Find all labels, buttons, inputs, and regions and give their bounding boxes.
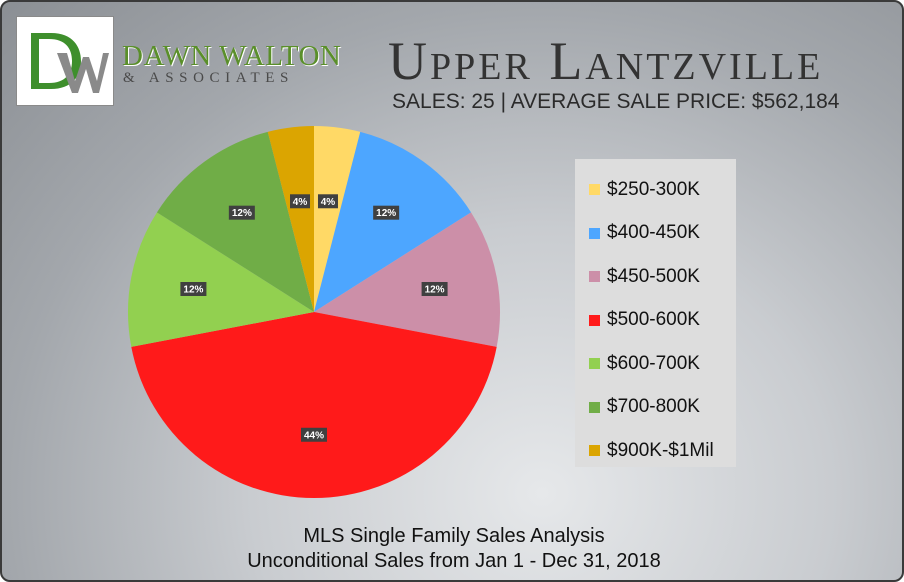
legend-label: $400-450K [607, 222, 700, 244]
legend-swatch [589, 358, 600, 370]
legend-item-500-600k: $500-600K [575, 299, 736, 343]
pie-slice-900k-1mil [267, 126, 314, 312]
pie-slice-600-700k [128, 212, 314, 347]
page-title: Upper Lantzville [388, 31, 824, 91]
legend-item-900k-1mil: $900K-$1Mil [575, 429, 736, 473]
pie-label-500-600k: 44% [301, 427, 327, 442]
pie-label-900k-1mil: 4% [290, 194, 311, 209]
pie-slice-250-300k [314, 126, 361, 312]
footer-title: MLS Single Family Sales Analysis [303, 525, 605, 547]
brand-subtitle: & ASSOCIATES [123, 70, 294, 86]
pie-slice-400-450k [314, 131, 472, 312]
pie-label-450-500k: 12% [421, 281, 448, 296]
legend-label: $500-600K [607, 309, 700, 331]
pie-label-400-450k: 12% [373, 205, 400, 220]
legend-item-250-300k: $250-300K [575, 168, 736, 212]
legend-item-400-450k: $400-450K [575, 212, 736, 256]
legend-swatch [589, 227, 600, 239]
legend-label: $700-800K [607, 396, 700, 418]
legend-swatch [589, 445, 600, 457]
legend-label: $900K-$1Mil [607, 439, 714, 461]
legend-label: $600-700K [607, 352, 700, 374]
pie-slice-500-600k [131, 312, 497, 499]
legend-label: $450-500K [607, 265, 700, 287]
legend-swatch [589, 401, 600, 413]
legend-swatch [589, 184, 600, 196]
pie-slice-450-500k [314, 212, 500, 347]
svg-text:12%: 12% [425, 284, 445, 295]
sales-summary: SALES: 25 | AVERAGE SALE PRICE: $562,184 [392, 90, 840, 113]
pie-label-700-800k: 12% [228, 205, 255, 220]
svg-text:4%: 4% [321, 197, 336, 208]
pie-label-600-700k: 12% [180, 281, 207, 296]
legend-item-450-500k: $450-500K [575, 255, 736, 299]
pie-label-250-300k: 4% [317, 194, 338, 209]
dw-monogram-icon [31, 33, 109, 93]
svg-text:12%: 12% [183, 284, 203, 295]
pie-slice-700-800k [156, 131, 314, 312]
svg-text:12%: 12% [232, 208, 252, 219]
footer-date-range: Unconditional Sales from Jan 1 - Dec 31,… [247, 550, 661, 572]
svg-text:4%: 4% [293, 197, 308, 208]
legend-swatch [589, 314, 600, 326]
legend-item-700-800k: $700-800K [575, 386, 736, 430]
logo [16, 16, 114, 106]
brand-name: DAWN WALTON [122, 40, 342, 72]
legend-label: $250-300K [607, 178, 700, 200]
chart-legend: $250-300K $400-450K $450-500K $500-600K $600… [575, 159, 736, 467]
svg-text:12%: 12% [376, 208, 396, 219]
legend-item-600-700k: $600-700K [575, 342, 736, 386]
legend-swatch [589, 271, 600, 283]
svg-text:44%: 44% [304, 430, 324, 441]
